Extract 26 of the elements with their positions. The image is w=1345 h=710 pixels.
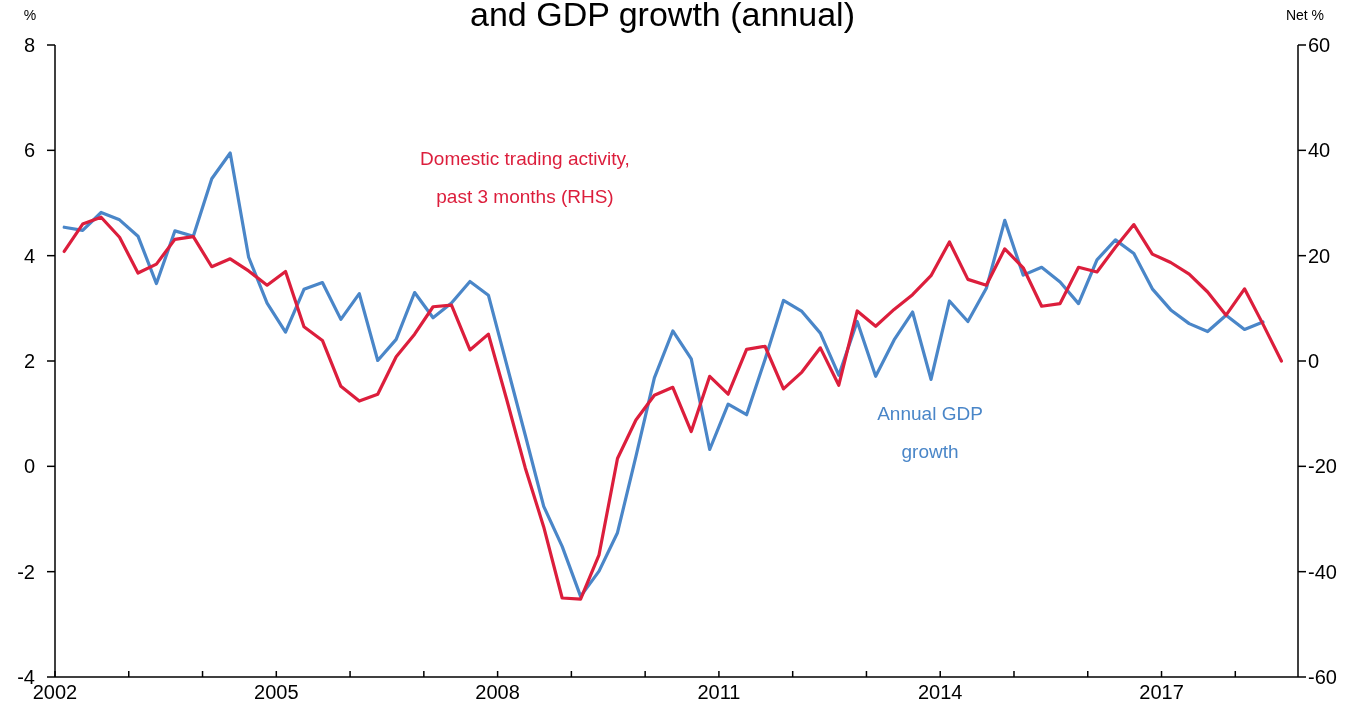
y2-axis-title: Net % (1285, 7, 1325, 23)
x-tick-label: 2005 (254, 681, 299, 703)
x-tick-label: 2011 (697, 681, 741, 703)
y-tick-label: 2 (23, 350, 35, 372)
y-tick-label: 8 (23, 34, 35, 56)
line-series (62, 151, 1265, 599)
series-label: Annual GDP growth (877, 403, 983, 462)
y-tick-label: 0 (23, 455, 35, 478)
y-tick-label: 6 (23, 139, 35, 162)
y2-tick-label: 0 (1308, 350, 1320, 372)
y2-tick-label: 60 (1308, 34, 1331, 56)
y-axis-title: % (23, 7, 37, 23)
y2-tick-label: 40 (1308, 139, 1331, 162)
y-tick-label: 4 (23, 244, 35, 267)
text: Domestic trading activity, past 3 months (RHS) (420, 148, 630, 207)
y2-tick-label: -20 (1308, 455, 1337, 478)
x-tick-label: 2008 (475, 681, 520, 703)
y2-tick-label: -40 (1308, 560, 1337, 583)
y-tick-label: -4 (17, 666, 35, 688)
chart-title: and GDP growth (annual) (470, 0, 855, 33)
x-tick-label: 2014 (917, 681, 963, 703)
line-series (62, 215, 1283, 601)
x-tick-label: 2017 (1139, 681, 1184, 703)
y2-tick-label: -60 (1308, 666, 1337, 688)
y2-tick-label: 20 (1308, 244, 1331, 267)
y-tick-label: -2 (17, 560, 35, 583)
